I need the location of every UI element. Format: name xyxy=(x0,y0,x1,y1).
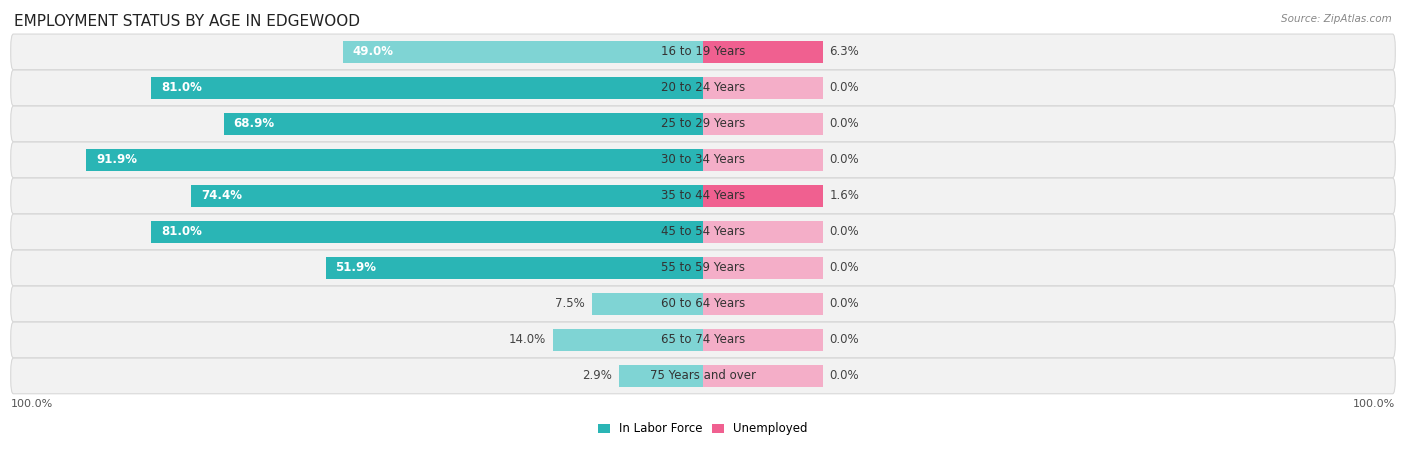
FancyBboxPatch shape xyxy=(11,250,1395,286)
FancyBboxPatch shape xyxy=(11,34,1395,70)
Text: 14.0%: 14.0% xyxy=(509,333,546,346)
Bar xyxy=(326,257,703,279)
Text: 45 to 54 Years: 45 to 54 Years xyxy=(661,225,745,238)
Text: 68.9%: 68.9% xyxy=(233,117,274,130)
Text: 0.0%: 0.0% xyxy=(830,225,859,238)
Text: Source: ZipAtlas.com: Source: ZipAtlas.com xyxy=(1281,14,1392,23)
Bar xyxy=(592,293,703,315)
Bar xyxy=(152,76,703,99)
Bar xyxy=(703,329,823,351)
Bar xyxy=(703,365,823,387)
Bar xyxy=(152,221,703,243)
Legend: In Labor Force, Unemployed: In Labor Force, Unemployed xyxy=(593,418,813,440)
Text: 30 to 34 Years: 30 to 34 Years xyxy=(661,153,745,166)
Bar xyxy=(224,113,703,135)
Text: 100.0%: 100.0% xyxy=(1353,399,1395,410)
FancyBboxPatch shape xyxy=(11,322,1395,358)
FancyBboxPatch shape xyxy=(11,106,1395,142)
Text: 75 Years and over: 75 Years and over xyxy=(650,369,756,382)
Text: 0.0%: 0.0% xyxy=(830,261,859,274)
FancyBboxPatch shape xyxy=(11,286,1395,322)
FancyBboxPatch shape xyxy=(11,70,1395,106)
Text: 6.3%: 6.3% xyxy=(830,45,859,58)
Bar xyxy=(703,149,823,171)
Bar xyxy=(191,185,703,207)
Text: 35 to 44 Years: 35 to 44 Years xyxy=(661,189,745,202)
Text: 16 to 19 Years: 16 to 19 Years xyxy=(661,45,745,58)
Bar xyxy=(703,76,823,99)
Text: 0.0%: 0.0% xyxy=(830,297,859,310)
FancyBboxPatch shape xyxy=(11,358,1395,394)
Text: 55 to 59 Years: 55 to 59 Years xyxy=(661,261,745,274)
Text: 60 to 64 Years: 60 to 64 Years xyxy=(661,297,745,310)
FancyBboxPatch shape xyxy=(11,142,1395,178)
Text: 81.0%: 81.0% xyxy=(162,225,202,238)
Text: 74.4%: 74.4% xyxy=(201,189,242,202)
Text: 20 to 24 Years: 20 to 24 Years xyxy=(661,81,745,94)
Text: EMPLOYMENT STATUS BY AGE IN EDGEWOOD: EMPLOYMENT STATUS BY AGE IN EDGEWOOD xyxy=(14,14,360,28)
FancyBboxPatch shape xyxy=(11,178,1395,214)
Text: 51.9%: 51.9% xyxy=(336,261,377,274)
Text: 91.9%: 91.9% xyxy=(96,153,136,166)
FancyBboxPatch shape xyxy=(11,214,1395,250)
Text: 2.9%: 2.9% xyxy=(582,369,613,382)
Bar xyxy=(703,113,823,135)
Text: 0.0%: 0.0% xyxy=(830,153,859,166)
Text: 100.0%: 100.0% xyxy=(11,399,53,410)
Bar xyxy=(703,257,823,279)
Bar xyxy=(343,40,703,63)
Text: 25 to 29 Years: 25 to 29 Years xyxy=(661,117,745,130)
Text: 65 to 74 Years: 65 to 74 Years xyxy=(661,333,745,346)
Text: 0.0%: 0.0% xyxy=(830,81,859,94)
Bar xyxy=(703,185,823,207)
Bar xyxy=(703,293,823,315)
Bar xyxy=(703,40,823,63)
Bar xyxy=(703,221,823,243)
Text: 0.0%: 0.0% xyxy=(830,333,859,346)
Bar xyxy=(619,365,703,387)
Text: 0.0%: 0.0% xyxy=(830,369,859,382)
Text: 49.0%: 49.0% xyxy=(353,45,394,58)
Text: 81.0%: 81.0% xyxy=(162,81,202,94)
Text: 7.5%: 7.5% xyxy=(555,297,585,310)
Bar xyxy=(86,149,703,171)
Text: 0.0%: 0.0% xyxy=(830,117,859,130)
Text: 1.6%: 1.6% xyxy=(830,189,859,202)
Bar xyxy=(553,329,703,351)
